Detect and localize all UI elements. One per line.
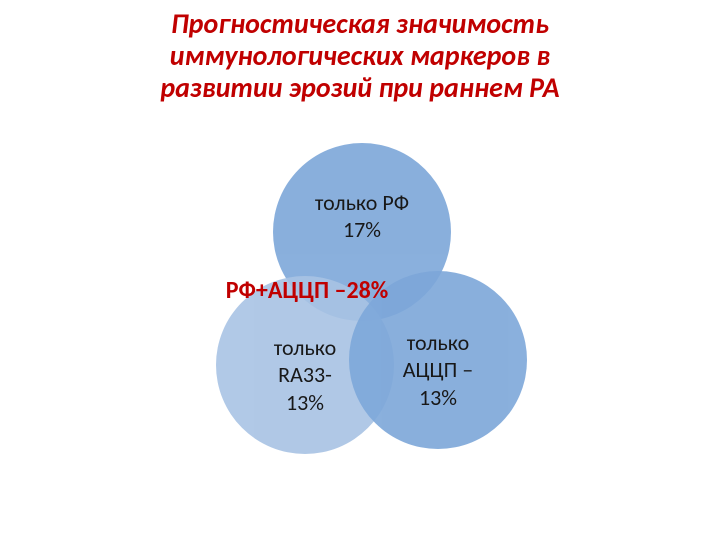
- slide-title: Прогностическая значимость иммунологичес…: [0, 8, 720, 105]
- slide: { "title": { "text": "Прогностическая зн…: [0, 0, 720, 540]
- venn-label-bottom-left: только RA33- 13%: [274, 334, 337, 417]
- venn-overlap-label: РФ+АЦЦП –28%: [202, 278, 412, 304]
- venn-label-top: только РФ 17%: [315, 189, 409, 244]
- venn-label-bottom-right: только АЦЦП – 13%: [403, 329, 473, 412]
